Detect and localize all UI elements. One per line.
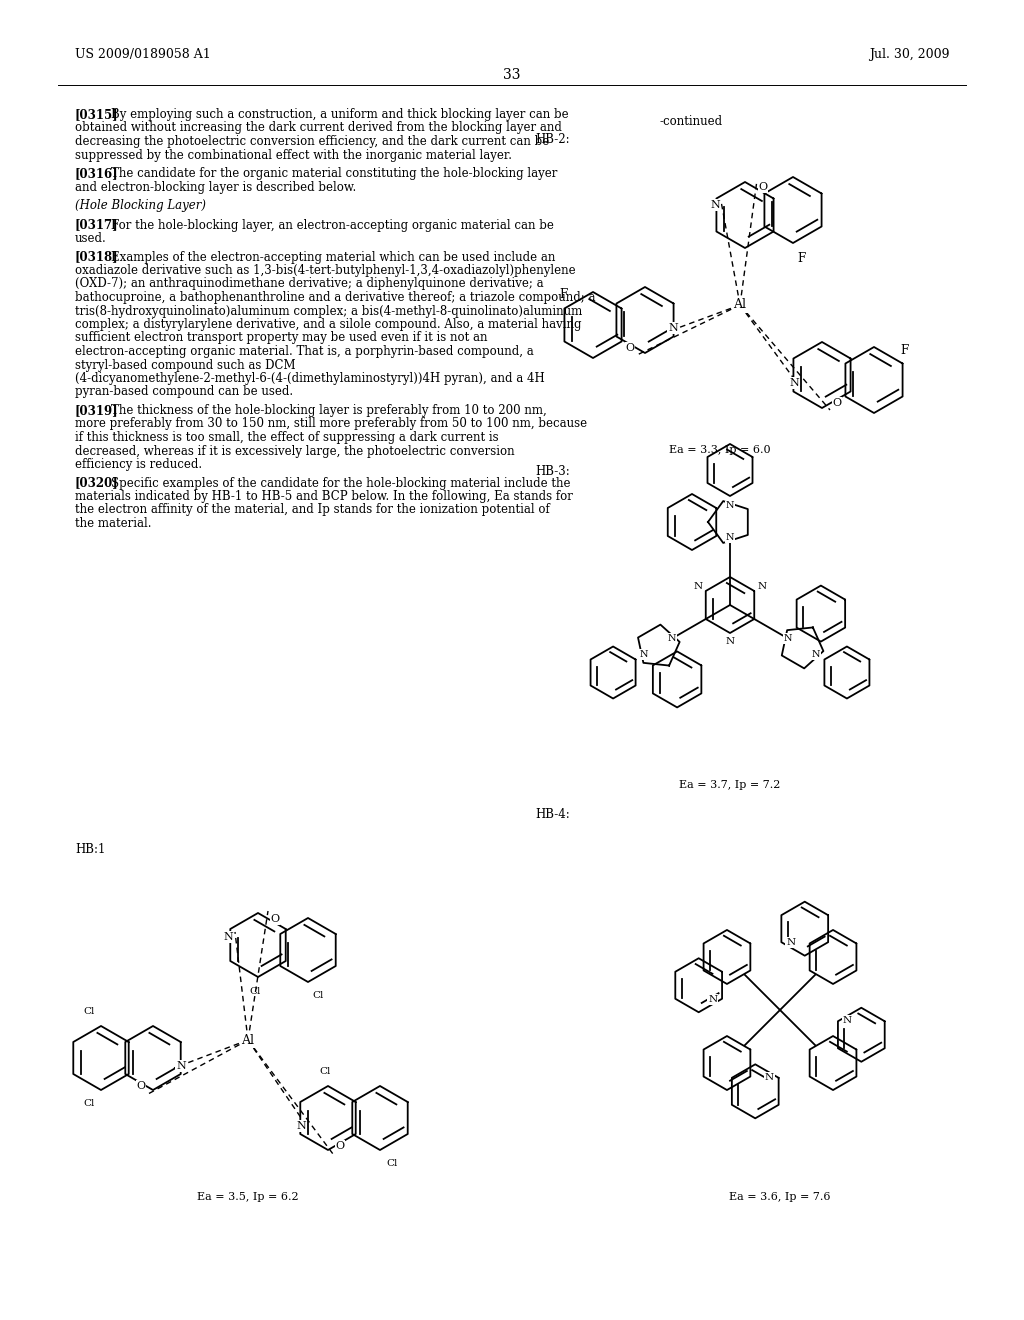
Text: (OXD-7); an anthraquinodimethane derivative; a diphenylquinone derivative; a: (OXD-7); an anthraquinodimethane derivat… [75,277,544,290]
Text: Ea = 3.3, Ip = 6.0: Ea = 3.3, Ip = 6.0 [670,445,771,455]
Text: Cl: Cl [83,1100,94,1109]
Text: Cl: Cl [386,1159,397,1168]
Text: materials indicated by HB-1 to HB-5 and BCP below. In the following, Ea stands f: materials indicated by HB-1 to HB-5 and … [75,490,572,503]
Text: Al: Al [733,298,746,312]
Text: F: F [797,252,805,264]
Text: O: O [336,1140,344,1151]
Text: The thickness of the hole-blocking layer is preferably from 10 to 200 nm,: The thickness of the hole-blocking layer… [112,404,547,417]
Text: N: N [783,634,793,643]
Text: For the hole-blocking layer, an electron-accepting organic material can be: For the hole-blocking layer, an electron… [112,219,554,231]
Text: HB-3:: HB-3: [535,465,569,478]
Text: Jul. 30, 2009: Jul. 30, 2009 [869,48,950,61]
Text: decreasing the photoelectric conversion efficiency, and the dark current can be: decreasing the photoelectric conversion … [75,135,549,148]
Text: -continued: -continued [660,115,723,128]
Text: oxadiazole derivative such as 1,3-bis(4-tert-butylphenyl-1,3,4-oxadiazolyl)pheny: oxadiazole derivative such as 1,3-bis(4-… [75,264,575,277]
Text: N: N [640,649,648,659]
Text: electron-accepting organic material. That is, a porphyrin-based compound, a: electron-accepting organic material. Tha… [75,345,534,358]
Text: N: N [758,582,767,591]
Text: F: F [900,343,908,356]
Text: N: N [693,582,702,591]
Text: N: N [176,1061,186,1071]
Text: obtained without increasing the dark current derived from the blocking layer and: obtained without increasing the dark cur… [75,121,562,135]
Text: By employing such a construction, a uniform and thick blocking layer can be: By employing such a construction, a unif… [112,108,569,121]
Text: O: O [759,182,768,191]
Text: N: N [843,1016,852,1026]
Text: tris(8-hydroxyquinolinato)aluminum complex; a bis(4-methyl-8-quinolinato)aluminu: tris(8-hydroxyquinolinato)aluminum compl… [75,305,583,318]
Text: N: N [296,1121,306,1131]
Text: [0316]: [0316] [75,168,119,180]
Text: F: F [559,289,567,301]
Text: N: N [710,201,720,210]
Text: N: N [223,932,232,942]
Text: N: N [811,649,820,659]
Text: [0315]: [0315] [75,108,119,121]
Text: Cl: Cl [319,1067,331,1076]
Text: Ea = 3.6, Ip = 7.6: Ea = 3.6, Ip = 7.6 [729,1192,830,1203]
Text: Ea = 3.7, Ip = 7.2: Ea = 3.7, Ip = 7.2 [679,780,780,789]
Text: O: O [136,1081,145,1092]
Text: complex; a distyrylarylene derivative, and a silole compound. Also, a material h: complex; a distyrylarylene derivative, a… [75,318,582,331]
Text: used.: used. [75,232,106,246]
Text: HB-2:: HB-2: [535,133,569,147]
Text: O: O [833,399,842,408]
Text: Cl: Cl [249,987,261,997]
Text: N: N [790,378,799,388]
Text: The candidate for the organic material constituting the hole-blocking layer: The candidate for the organic material c… [112,168,558,180]
Text: 33: 33 [503,69,521,82]
Text: decreased, whereas if it is excessively large, the photoelectric conversion: decreased, whereas if it is excessively … [75,445,515,458]
Text: US 2009/0189058 A1: US 2009/0189058 A1 [75,48,211,61]
Text: N: N [668,323,678,333]
Text: [0320]: [0320] [75,477,119,490]
Text: N: N [668,634,676,643]
Text: O: O [270,913,280,924]
Text: the electron affinity of the material, and Ip stands for the ionization potentia: the electron affinity of the material, a… [75,503,550,516]
Text: N: N [786,939,796,948]
Text: [0319]: [0319] [75,404,119,417]
Text: pyran-based compound can be used.: pyran-based compound can be used. [75,385,293,399]
Text: Ea = 3.5, Ip = 6.2: Ea = 3.5, Ip = 6.2 [198,1192,299,1203]
Text: N: N [709,995,718,1005]
Text: HB-4:: HB-4: [535,808,569,821]
Text: HB:1: HB:1 [75,843,105,855]
Text: bathocuproine, a bathophenanthroline and a derivative thereof; a triazole compou: bathocuproine, a bathophenanthroline and… [75,290,596,304]
Text: [0318]: [0318] [75,251,119,264]
Text: Specific examples of the candidate for the hole-blocking material include the: Specific examples of the candidate for t… [112,477,570,490]
Text: N: N [726,502,734,511]
Text: [0317]: [0317] [75,219,119,231]
Text: more preferably from 30 to 150 nm, still more preferably from 50 to 100 nm, beca: more preferably from 30 to 150 nm, still… [75,417,587,430]
Text: if this thickness is too small, the effect of suppressing a dark current is: if this thickness is too small, the effe… [75,432,499,444]
Text: Cl: Cl [312,991,324,1001]
Text: (4-dicyanomethylene-2-methyl-6-(4-(dimethylaminostyryl))4H pyran), and a 4H: (4-dicyanomethylene-2-methyl-6-(4-(dimet… [75,372,545,385]
Text: N: N [726,533,734,543]
Text: styryl-based compound such as DCM: styryl-based compound such as DCM [75,359,296,371]
Text: Examples of the electron-accepting material which can be used include an: Examples of the electron-accepting mater… [112,251,556,264]
Text: N: N [725,638,734,647]
Text: O: O [626,343,635,352]
Text: and electron-blocking layer is described below.: and electron-blocking layer is described… [75,181,356,194]
Text: Cl: Cl [83,1007,94,1016]
Text: suppressed by the combinational effect with the inorganic material layer.: suppressed by the combinational effect w… [75,149,512,161]
Text: the material.: the material. [75,517,152,531]
Text: efficiency is reduced.: efficiency is reduced. [75,458,202,471]
Text: sufficient electron transport property may be used even if it is not an: sufficient electron transport property m… [75,331,487,345]
Text: Al: Al [242,1034,255,1047]
Text: N: N [765,1073,774,1081]
Text: (Hole Blocking Layer): (Hole Blocking Layer) [75,199,206,213]
